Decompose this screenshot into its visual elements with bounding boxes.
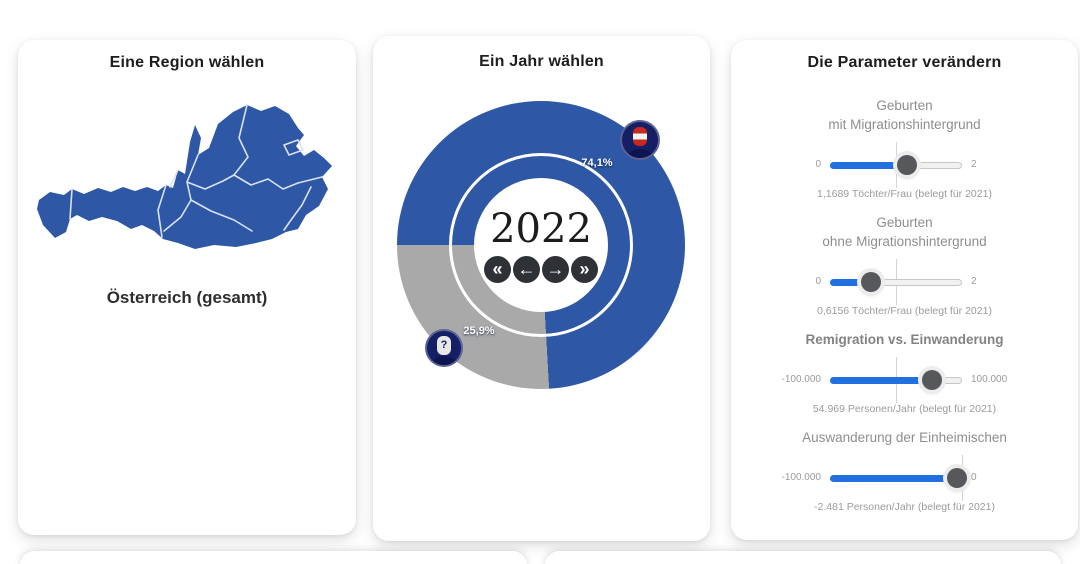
slider-thumb[interactable] [860, 272, 881, 292]
slider-min-label: -100.000 [781, 472, 821, 483]
slider-thumb[interactable] [897, 155, 918, 175]
slider-fill [830, 162, 908, 169]
next-row-card-right [545, 551, 1061, 564]
slider-thumb[interactable] [947, 468, 968, 488]
slider-births-with-migration: Geburten mit Migrationshintergrund 0 2 1… [731, 96, 1078, 200]
parameters-card: Die Parameter verändern Geburten mit Mig… [731, 40, 1078, 540]
slider-fill [830, 377, 933, 384]
slider-min-label: 0 [815, 276, 821, 287]
first-year-button[interactable]: « [484, 256, 511, 283]
year-select-card: Ein Jahr wählen 74,1% 25,9% ? 2022 « ← →… [373, 36, 710, 541]
year-card-title: Ein Jahr wählen [479, 53, 604, 70]
year-navigation: « ← → » [484, 256, 598, 283]
slider-emigration-of-natives: Auswanderung der Einheimischen -100.000 … [731, 428, 1078, 513]
donut-center: 2022 « ← → » [474, 178, 608, 312]
next-row-card-left [20, 551, 527, 564]
slider-value-caption: 0,6156 Töchter/Frau (belegt für 2021) [817, 305, 992, 317]
slider-births-without-migration: Geburten ohne Migrationshintergrund 0 2 … [731, 213, 1078, 317]
parameters-card-title: Die Parameter verändern [807, 54, 1002, 71]
slider-max-label: 2 [971, 276, 977, 287]
slider-label: Geburten ohne Migrationshintergrund [822, 215, 987, 249]
slider-max-label: 100.000 [971, 374, 1008, 385]
donut-separator-ring [449, 153, 633, 337]
question-mark-icon: ? [437, 336, 451, 355]
slider-value-caption: -2.481 Personen/Jahr (belegt für 2021) [814, 501, 995, 513]
slider-label: Auswanderung der Einheimischen [802, 430, 1007, 445]
next-year-button[interactable]: → [542, 256, 569, 283]
slider-max-label: 2 [971, 159, 977, 170]
slider-value-caption: 54.969 Personen/Jahr (belegt für 2021) [812, 403, 997, 415]
share-without-migration-label: 74,1% [581, 157, 613, 169]
austrian-person-icon [620, 120, 660, 160]
avatar-shoulders [429, 356, 459, 365]
austria-map[interactable] [37, 98, 337, 258]
slider-min-label: 0 [815, 159, 821, 170]
slider-fill [830, 475, 958, 482]
region-select-card: Eine Region wählen [18, 40, 356, 535]
slider-remigration-vs-immigration: Remigration vs. Einwanderung -100.000 10… [731, 330, 1078, 415]
region-card-title: Eine Region wählen [109, 54, 265, 71]
slider-fill [830, 279, 871, 286]
slider-thumb[interactable] [922, 370, 943, 390]
last-year-button[interactable]: » [571, 256, 598, 283]
migrant-person-icon: ? [425, 329, 463, 367]
slider-label: Geburten mit Migrationshintergrund [828, 98, 981, 132]
selected-year: 2022 [490, 206, 592, 252]
slider-min-label: -100.000 [781, 374, 821, 385]
avatar-shoulders [625, 149, 655, 158]
population-share-donut-chart[interactable]: 74,1% 25,9% ? 2022 « ← → » [397, 101, 685, 389]
austria-flag-icon [633, 127, 647, 146]
slider-label: Remigration vs. Einwanderung [805, 332, 1004, 347]
share-with-migration-label: 25,9% [463, 325, 495, 337]
selected-region-label: Österreich (gesamt) [106, 288, 268, 307]
slider-value-caption: 1,1689 Töchter/Frau (belegt für 2021) [817, 188, 992, 200]
previous-year-button[interactable]: ← [513, 256, 540, 283]
slider-max-label: 0 [971, 472, 977, 483]
